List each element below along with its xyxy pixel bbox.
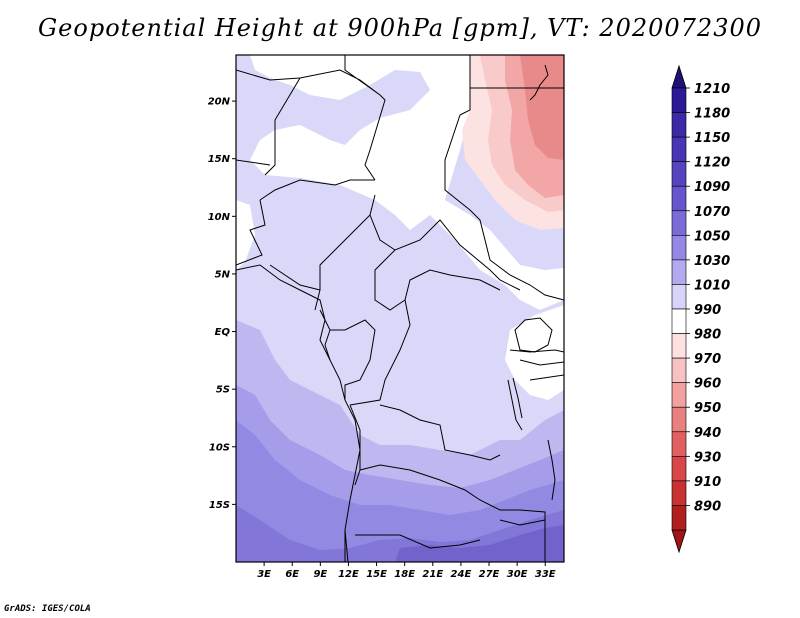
colorbar-label: 1180: [694, 107, 730, 122]
colorbar-swatch: [671, 185, 687, 212]
colorbar-label: 950: [694, 401, 721, 416]
field-band-1120: [395, 525, 564, 562]
lon-tick-label: 12E: [338, 569, 359, 580]
east-border-lines: [509, 349, 564, 381]
lon-tick-label: 15E: [366, 569, 387, 580]
lon-tick-label: 9E: [313, 569, 327, 580]
lat-tick-label: 20N: [208, 97, 231, 108]
lat-tick-label: 5N: [215, 269, 231, 280]
colorbar-swatch: [671, 456, 687, 482]
colorbar-swatch: [671, 136, 687, 162]
colorbar-label: 1150: [694, 131, 730, 146]
field-band-990-west: [236, 200, 255, 270]
colorbar-label: 890: [694, 499, 721, 514]
field-band-1070: [236, 420, 564, 562]
lon-tick-label: 24E: [451, 569, 472, 580]
colorbar-label: 910: [694, 475, 721, 490]
lat-tick-label: 5S: [216, 385, 230, 396]
lon-tick-label: 21E: [422, 569, 443, 580]
colorbar: 1210 1180 1150 1120 1090 1070 1050 1030 1010 990 9…: [671, 64, 730, 554]
map-title: Geopotential Height at 900hPa [gpm], VT:…: [38, 14, 762, 42]
colorbar-swatch: [671, 382, 687, 408]
colorbar-swatch: [671, 161, 687, 187]
field-band-990-east: [505, 305, 564, 400]
field-band-950: [520, 55, 564, 160]
lon-tick-label: 3E: [257, 569, 271, 580]
country-borders: [236, 55, 564, 562]
lat-tick-label: 15N: [208, 154, 231, 165]
colorbar-swatch: [671, 112, 687, 138]
colorbar-label: 1090: [694, 180, 730, 195]
colorbar-top-arrow: [671, 64, 687, 89]
colorbar-label: 960: [694, 377, 721, 392]
colorbar-label: 1010: [694, 278, 730, 293]
colorbar-label: 990: [694, 303, 721, 318]
lon-tick-label: 18E: [394, 569, 415, 580]
lat-tick-label: 10N: [208, 212, 231, 223]
colorbar-swatch: [671, 87, 687, 113]
coastline-west: [236, 264, 361, 562]
colorbar-label: 940: [694, 426, 721, 441]
colorbar-swatch: [671, 284, 687, 310]
lat-tick-label: 15S: [209, 500, 230, 511]
lake-malawi: [547, 439, 556, 501]
colorbar-swatch: [671, 235, 687, 261]
nile-channel: [529, 64, 549, 101]
border-lines-north: [236, 55, 564, 301]
colorbar-label: 1070: [694, 205, 730, 220]
colorbar-label: 1120: [694, 156, 730, 171]
latitude-axis: 20N 15N 10N 5N EQ 5S 10S 15S: [208, 97, 236, 511]
longitude-axis: 3E 6E 9E 12E 15E 18E 21E 24E 27E 30E 33E: [257, 562, 556, 580]
colorbar-label: 1050: [694, 229, 730, 244]
colorbar-label: 980: [694, 328, 721, 343]
height-field: [236, 55, 564, 562]
lon-tick-label: 33E: [535, 569, 556, 580]
lake-tanganyika: [507, 377, 523, 431]
colorbar-swatch: [671, 210, 687, 236]
border-lines-central: [236, 194, 521, 400]
colorbar-swatch: [671, 431, 687, 457]
colorbar-label: 1030: [694, 254, 730, 269]
colorbar-swatch: [671, 308, 687, 334]
colorbar-swatch: [671, 480, 687, 506]
colorbar-swatch: [671, 505, 687, 531]
plot-frame: [235, 54, 565, 563]
lon-tick-label: 6E: [285, 569, 299, 580]
lat-tick-label: 10S: [209, 442, 230, 453]
colorbar-swatch: [671, 406, 687, 433]
colorbar-label: 970: [694, 352, 721, 367]
colorbar-swatch: [671, 259, 687, 285]
colorbar-swatch: [671, 333, 687, 359]
lat-tick-label: EQ: [215, 327, 231, 338]
field-band-990-north: [250, 55, 564, 310]
colorbar-swatch: [671, 357, 687, 383]
colorbar-label: 1210: [694, 82, 730, 97]
colorbar-bottom-arrow: [671, 529, 687, 554]
colorbar-label: 930: [694, 450, 721, 465]
lon-tick-label: 30E: [507, 569, 528, 580]
lake-victoria: [514, 317, 553, 353]
lon-tick-label: 27E: [479, 569, 500, 580]
grads-credit: GrADS: IGES/COLA: [4, 604, 91, 614]
